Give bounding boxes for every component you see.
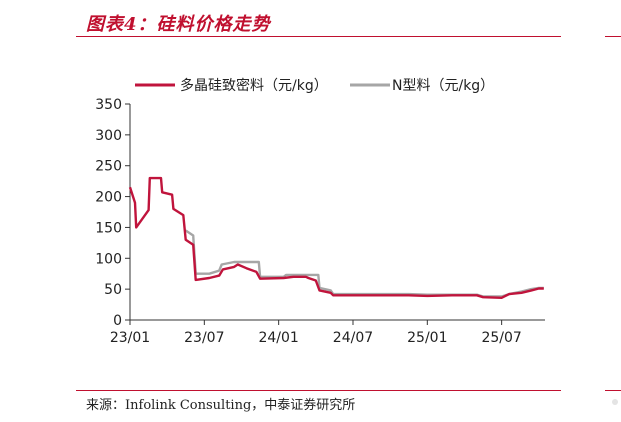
legend-label-1: N型料（元/kg）	[392, 78, 494, 94]
y-tick-label: 200	[95, 190, 122, 206]
y-tick-label: 300	[95, 128, 122, 144]
legend-label-0: 多晶硅致密料（元/kg）	[180, 77, 328, 94]
chart-axes: 0 50 100 150 200 250 300 350 23/01 23/07 24/01 24/0…	[95, 97, 545, 346]
y-tick-label: 50	[104, 282, 122, 298]
x-tick-label: 24/01	[258, 330, 298, 346]
chart-series	[128, 176, 544, 299]
adjacent-figure-divider	[605, 36, 621, 37]
y-tick-label: 0	[113, 313, 122, 329]
x-tick-label: 23/07	[184, 330, 224, 346]
price-chart: 多晶硅致密料（元/kg） N型料（元/kg） 0 50 100 150 200 250 300…	[95, 77, 545, 346]
x-tick-label: 25/01	[407, 330, 447, 346]
source-divider	[76, 390, 561, 391]
title-divider	[76, 36, 561, 37]
y-tick-label: 350	[95, 97, 122, 113]
series-line-1	[185, 229, 544, 298]
y-tick-label: 150	[95, 220, 122, 236]
source-note: 来源：Infolink Consulting，中泰证券研究所	[86, 398, 356, 413]
y-tick-label: 100	[95, 251, 122, 267]
chart-legend: 多晶硅致密料（元/kg） N型料（元/kg）	[135, 77, 494, 94]
y-tick-label: 250	[95, 159, 122, 175]
adjacent-source-divider	[605, 390, 621, 391]
series-line-0	[128, 176, 544, 299]
x-tick-label: 25/07	[481, 330, 521, 346]
figure-title: 图表4：硅料价格走势	[86, 14, 271, 35]
x-tick-label: 23/01	[110, 330, 150, 346]
x-tick-label: 24/07	[333, 330, 373, 346]
adjacent-figure-fragment	[612, 399, 618, 405]
